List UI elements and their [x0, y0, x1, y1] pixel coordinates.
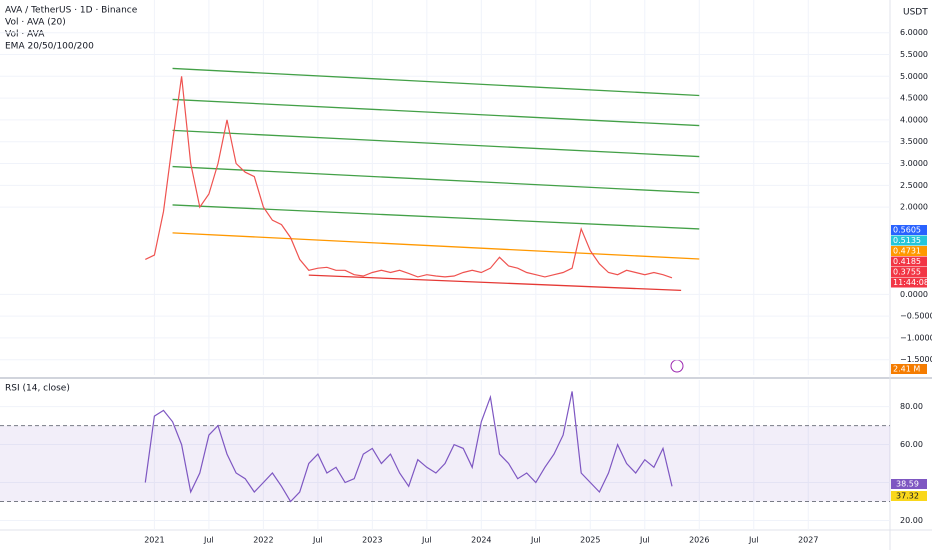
series-line — [144, 391, 673, 503]
x-tick-label: 2024 — [471, 536, 491, 545]
y-tick-label: 80.00 — [900, 402, 923, 411]
y-tick-label: −0.5000 — [900, 312, 932, 321]
volume-tag-label: 2.41 M — [893, 365, 920, 374]
y-tick-label: 6.0000 — [900, 28, 928, 37]
price-tag-label: 0.4731 — [893, 247, 921, 256]
rsi-title: RSI (14, close) — [5, 384, 70, 394]
price-tag — [891, 225, 927, 235]
x-tick-label: Jul — [312, 536, 323, 545]
trend-line — [172, 98, 700, 127]
y-tick-label: 20.00 — [900, 516, 923, 525]
y-tick-label: −1.0000 — [900, 333, 932, 342]
value-tag — [891, 491, 927, 501]
volume-tag — [891, 364, 927, 374]
y-tick-label: 3.0000 — [900, 159, 928, 168]
price-tag — [891, 256, 927, 267]
price-tag-label: 0.4185 — [893, 257, 921, 266]
trend-line — [172, 165, 700, 194]
price-tag-label: 0.5135 — [893, 236, 921, 245]
price-tag — [891, 267, 927, 277]
x-tick-label: 2025 — [580, 536, 600, 545]
value-tag — [891, 479, 927, 489]
indicator: EMA 20/50/100/200 — [5, 42, 94, 52]
y-tick-label: 60.00 — [900, 440, 923, 449]
symbol: AVA / TetherUS · 1D · Binance — [5, 6, 138, 16]
y-tick-label: 2.5000 — [900, 181, 928, 190]
trend-line — [308, 274, 682, 292]
price-tag — [891, 235, 927, 246]
x-tick-label: Jul — [530, 536, 541, 545]
x-tick-label: 2027 — [798, 536, 818, 545]
y-tick-label: 4.5000 — [900, 94, 928, 103]
trend-line — [172, 232, 700, 260]
price-tag-label: 11:44:08 — [893, 278, 929, 287]
price-tag — [891, 277, 927, 288]
y-tick-label: 2.0000 — [900, 203, 928, 212]
trend-line — [172, 129, 700, 158]
value-tag-label: 38.59 — [896, 480, 919, 489]
indicator: Vol · AVA — [5, 30, 45, 40]
x-tick-label: 2022 — [253, 536, 273, 545]
x-tick-label: Jul — [639, 536, 650, 545]
y-tick-label: 4.0000 — [900, 115, 928, 124]
x-tick-label: Jul — [748, 536, 759, 545]
value-tag-label: 37.32 — [896, 492, 919, 501]
series-line — [145, 76, 673, 279]
x-tick-label: 2023 — [362, 536, 382, 545]
y-tick-label: 3.5000 — [900, 137, 928, 146]
trend-line — [172, 67, 700, 97]
price-tag-label: 0.5605 — [893, 226, 921, 235]
x-tick-label: Jul — [203, 536, 214, 545]
trend-line — [172, 204, 700, 230]
price-tag — [891, 246, 927, 256]
y-tick-label: 5.0000 — [900, 72, 928, 81]
y-tick-label: −1.5000 — [900, 355, 932, 364]
y-tick-label: 0.0000 — [900, 290, 928, 299]
x-tick-label: 2021 — [144, 536, 164, 545]
price-tag-label: 0.3755 — [893, 268, 921, 277]
currency: USDT — [903, 8, 928, 18]
indicator: Vol · AVA (20) — [5, 18, 66, 28]
x-tick-label: Jul — [421, 536, 432, 545]
x-tick-label: 2026 — [689, 536, 709, 545]
y-tick-label: 5.5000 — [900, 50, 928, 59]
